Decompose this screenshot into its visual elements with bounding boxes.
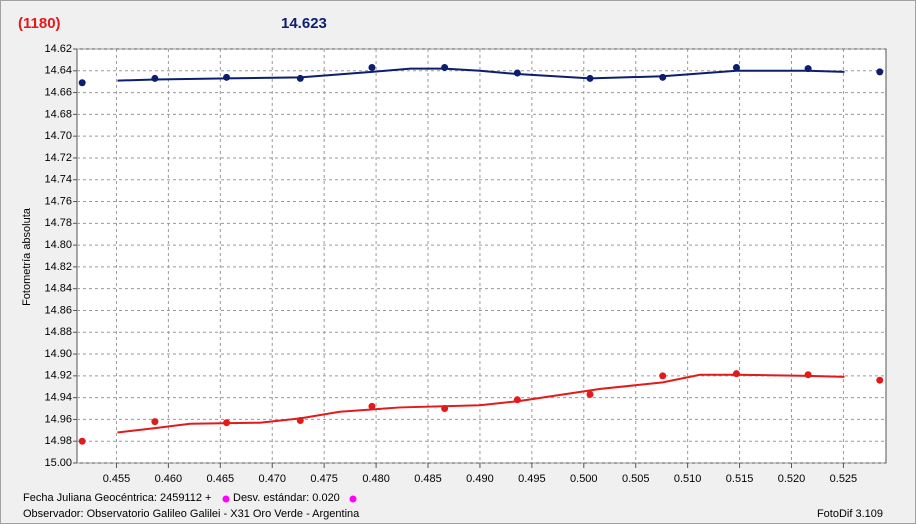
data-point [876,68,884,76]
x-tick-label: 0.510 [674,473,702,485]
y-tick-label: 14.66 [44,86,72,98]
x-tick-label: 0.515 [726,473,754,485]
footer-dot [349,495,357,503]
x-tick-label: 0.480 [362,473,390,485]
y-tick-label: 14.62 [44,43,72,55]
footer-software: FotoDif 3.109 [817,508,883,520]
data-point [368,64,376,72]
x-tick-label: 0.475 [310,473,338,485]
x-tick-label: 0.500 [570,473,598,485]
y-tick-label: 14.94 [44,392,72,404]
y-tick-label: 14.84 [44,283,72,295]
data-point [732,370,740,378]
y-tick-label: 14.90 [44,348,72,360]
x-tick-label: 0.520 [778,473,806,485]
chart-subtitle: 14.623 [281,15,327,32]
data-point [78,79,86,87]
data-point [151,418,159,426]
y-tick-label: 14.88 [44,326,72,338]
data-point [586,390,594,398]
y-tick-label: 15.00 [44,457,72,469]
data-point [368,402,376,410]
data-point [441,64,449,72]
y-tick-label: 14.74 [44,174,72,186]
x-tick-label: 0.525 [830,473,858,485]
y-tick-label: 14.82 [44,261,72,273]
data-point [78,437,86,445]
footer-observer: Observador: Observatorio Galileo Galilei… [23,508,360,520]
y-tick-label: 14.70 [44,130,72,142]
y-tick-label: 14.72 [44,152,72,164]
fit-line [117,373,845,434]
data-point [732,64,740,72]
y-axis-label: Fotometría absoluta [21,207,33,306]
y-tick-label: 14.98 [44,435,72,447]
data-point [659,372,667,380]
footer-date: Fecha Juliana Geocéntrica: 2459112 + [23,492,211,504]
x-tick-label: 0.470 [258,473,286,485]
data-point [151,74,159,82]
x-tick-label: 0.495 [518,473,546,485]
data-point [296,74,304,82]
data-point [876,376,884,384]
data-point [804,371,812,379]
x-tick-label: 0.455 [103,473,131,485]
plot-area [76,48,887,464]
x-tick-label: 0.490 [466,473,494,485]
y-tick-label: 14.76 [44,195,72,207]
footer-dot [222,495,230,503]
y-tick-label: 14.80 [44,239,72,251]
chart-title: (1180) [18,15,61,32]
y-tick-label: 14.92 [44,370,72,382]
y-tick-label: 14.64 [44,65,72,77]
y-tick-label: 14.68 [44,108,72,120]
fit-line [117,67,845,82]
y-tick-label: 14.96 [44,413,72,425]
footer-std: Desv. estándar: 0.020 [233,492,340,504]
data-point [659,73,667,81]
x-tick-label: 0.460 [155,473,183,485]
x-tick-label: 0.505 [622,473,650,485]
x-tick-label: 0.485 [414,473,442,485]
y-tick-label: 14.78 [44,217,72,229]
data-point [223,73,231,81]
y-tick-label: 14.86 [44,304,72,316]
x-tick-label: 0.465 [207,473,235,485]
